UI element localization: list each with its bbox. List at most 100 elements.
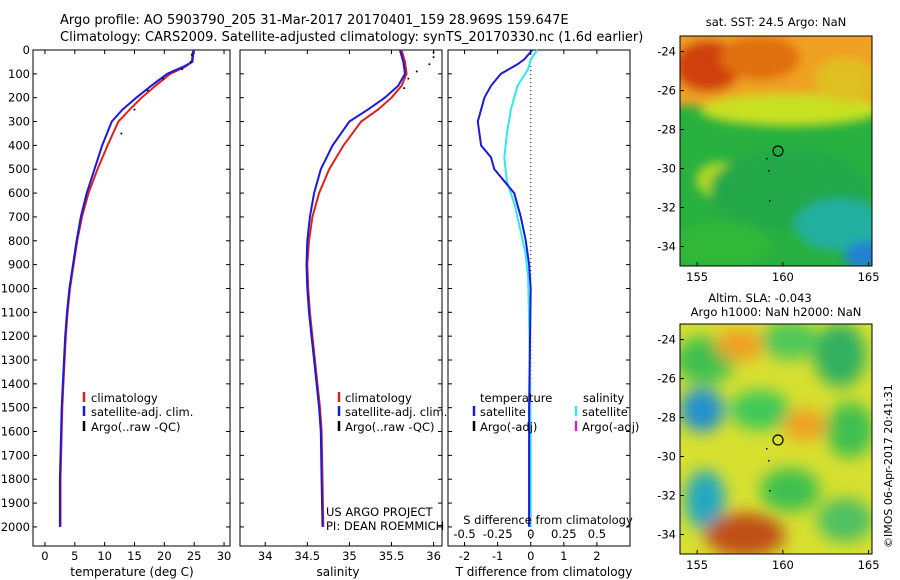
- y-tick-label: -28: [657, 411, 676, 425]
- x-tick-label: 165: [858, 558, 880, 572]
- y-tick-label: 1700: [1, 448, 30, 462]
- header-line1: Argo profile: AO 5903790_205 31-Mar-2017…: [60, 13, 569, 28]
- difference-top-label: S difference from climatology: [463, 513, 633, 527]
- x-tick-label: 160: [772, 558, 794, 572]
- y-tick-label: -32: [657, 489, 676, 503]
- data-point: [432, 51, 435, 54]
- y-tick-label: 400: [8, 138, 30, 152]
- sla-map-title2: Argo h1000: NaN h2000: NaN: [691, 305, 862, 319]
- difference-panel-frame: [447, 49, 631, 547]
- series-line: [305, 49, 407, 527]
- data-point: [432, 56, 435, 59]
- y-tick-label: 600: [8, 186, 30, 200]
- x-tick-label: 5: [71, 549, 78, 563]
- x-tick-label: 160: [772, 270, 794, 284]
- x-tick-label: 155: [686, 558, 708, 572]
- x-tick-label: 10: [97, 549, 112, 563]
- sst-field-yellow-east: [815, 58, 872, 102]
- y-tick-label: 1200: [1, 329, 30, 343]
- x-tick-label: 30: [217, 549, 232, 563]
- sla-map-title1: Altim. SLA: -0.043: [708, 291, 812, 305]
- y-tick-label: 1300: [1, 353, 30, 367]
- argo-position-marker: [772, 434, 784, 446]
- data-point: [146, 89, 149, 92]
- sla-field-green-center: [730, 390, 790, 430]
- sla-field-green-southeast: [826, 402, 872, 458]
- data-point: [120, 132, 123, 135]
- project-credit: US ARGO PROJECT: [326, 505, 434, 519]
- sst-field-yellow-front: [700, 94, 872, 126]
- y-tick-label: -30: [657, 162, 676, 176]
- sla-field-blue-west: [680, 388, 724, 432]
- y-tick-label: -32: [657, 201, 676, 215]
- argo-track-point: [769, 490, 771, 492]
- sst-field-cyan-south: [795, 199, 872, 251]
- x-tick-label: 165: [858, 270, 880, 284]
- salinity-plot: 34 34.5 35 35.5 36: [240, 49, 442, 563]
- y-tick-label: -26: [657, 84, 676, 98]
- y-tick-label: 1600: [1, 425, 30, 439]
- y-tick-label: -34: [657, 240, 676, 254]
- sst-field-orange-patch: [720, 36, 800, 80]
- data-point: [162, 77, 165, 80]
- x-tick-label: -0.25: [483, 527, 513, 541]
- legend-temp-satellite-label: satellite: [480, 405, 526, 419]
- argo-position-marker: [772, 145, 784, 157]
- sla-field-red-south: [705, 513, 785, 554]
- data-point: [403, 87, 406, 90]
- sst-field-green-southwest: [680, 223, 770, 266]
- sst-map-axes: 155 160 165 -24 -26 -28 -30 -32 -34: [657, 45, 879, 284]
- sla-field-orange-north: [715, 329, 765, 361]
- x-tick-label: 34: [258, 549, 273, 563]
- data-point: [428, 63, 431, 66]
- sla-field-green-east: [814, 324, 866, 387]
- x-tick-label: 0.5: [588, 527, 606, 541]
- temperature-legend: climatology satellite-adj. clim. Argo(..…: [82, 391, 193, 434]
- argo-track: [766, 158, 771, 202]
- x-tick-label: 36: [426, 549, 441, 563]
- y-tick-label: 1500: [1, 401, 30, 415]
- sst-map: 155 160 165 -24 -26 -28 -30 -32 -34: [657, 35, 880, 284]
- y-tick-label: 500: [8, 162, 30, 176]
- legend-climatology-label: climatology: [91, 391, 158, 405]
- x-tick-label: -0.5: [453, 527, 475, 541]
- series-line: [58, 49, 195, 527]
- salinity-panel-frame: [239, 49, 443, 547]
- legend-satellite-label: satellite-adj. clim.: [91, 405, 193, 419]
- y-tick-label: 1800: [1, 472, 30, 486]
- data-point: [189, 60, 192, 63]
- pi-credit: PI: DEAN ROEMMICH: [326, 519, 444, 533]
- sla-map-axes: 155 160 165 -24 -26 -28 -30 -32 -34: [657, 333, 879, 572]
- difference-plot: -2 -1 0 1 2 -0.5 -0.25 0 0.25 0.5: [448, 49, 630, 563]
- salinity-legend: climatology satellite-adj. clim. Argo(..…: [337, 391, 447, 434]
- x-tick-label: 35.5: [379, 549, 405, 563]
- argo-track-point: [766, 158, 768, 160]
- difference-xlabel: T difference from climatology: [455, 565, 633, 579]
- legend-sal-satellite-label: satellite: [582, 405, 628, 419]
- legend-salinity-title: salinity: [583, 391, 624, 405]
- x-tick-label: 35: [342, 549, 357, 563]
- y-tick-label: 0: [23, 43, 30, 57]
- salinity-xlabel: salinity: [316, 565, 359, 579]
- x-tick-label: 1: [560, 549, 567, 563]
- x-tick-label: 2: [593, 549, 600, 563]
- argo-track-point: [768, 460, 770, 462]
- y-tick-label: 800: [8, 234, 30, 248]
- x-tick-label: 34.5: [295, 549, 321, 563]
- data-point: [415, 70, 418, 73]
- data-point: [190, 53, 193, 56]
- sla-field-cyan-southwest: [685, 470, 725, 530]
- y-tick-label: -28: [657, 123, 676, 137]
- sla-map-frame: [679, 323, 873, 555]
- temperature-panel-frame: [32, 49, 231, 547]
- series-line: [476, 49, 534, 527]
- y-tick-label: 1100: [1, 305, 30, 319]
- header-line2: Climatology: CARS2009. Satellite-adjuste…: [60, 30, 643, 45]
- temperature-plot: 0 5 10 15 20 25 300100200300400500600700800900…: [1, 43, 232, 563]
- series-line: [503, 49, 539, 527]
- y-tick-label: -24: [657, 333, 676, 347]
- y-tick-label: 2000: [1, 520, 30, 534]
- sst-map-frame: [679, 35, 873, 267]
- x-tick-label: 0: [41, 549, 48, 563]
- x-tick-label: -2: [459, 549, 470, 563]
